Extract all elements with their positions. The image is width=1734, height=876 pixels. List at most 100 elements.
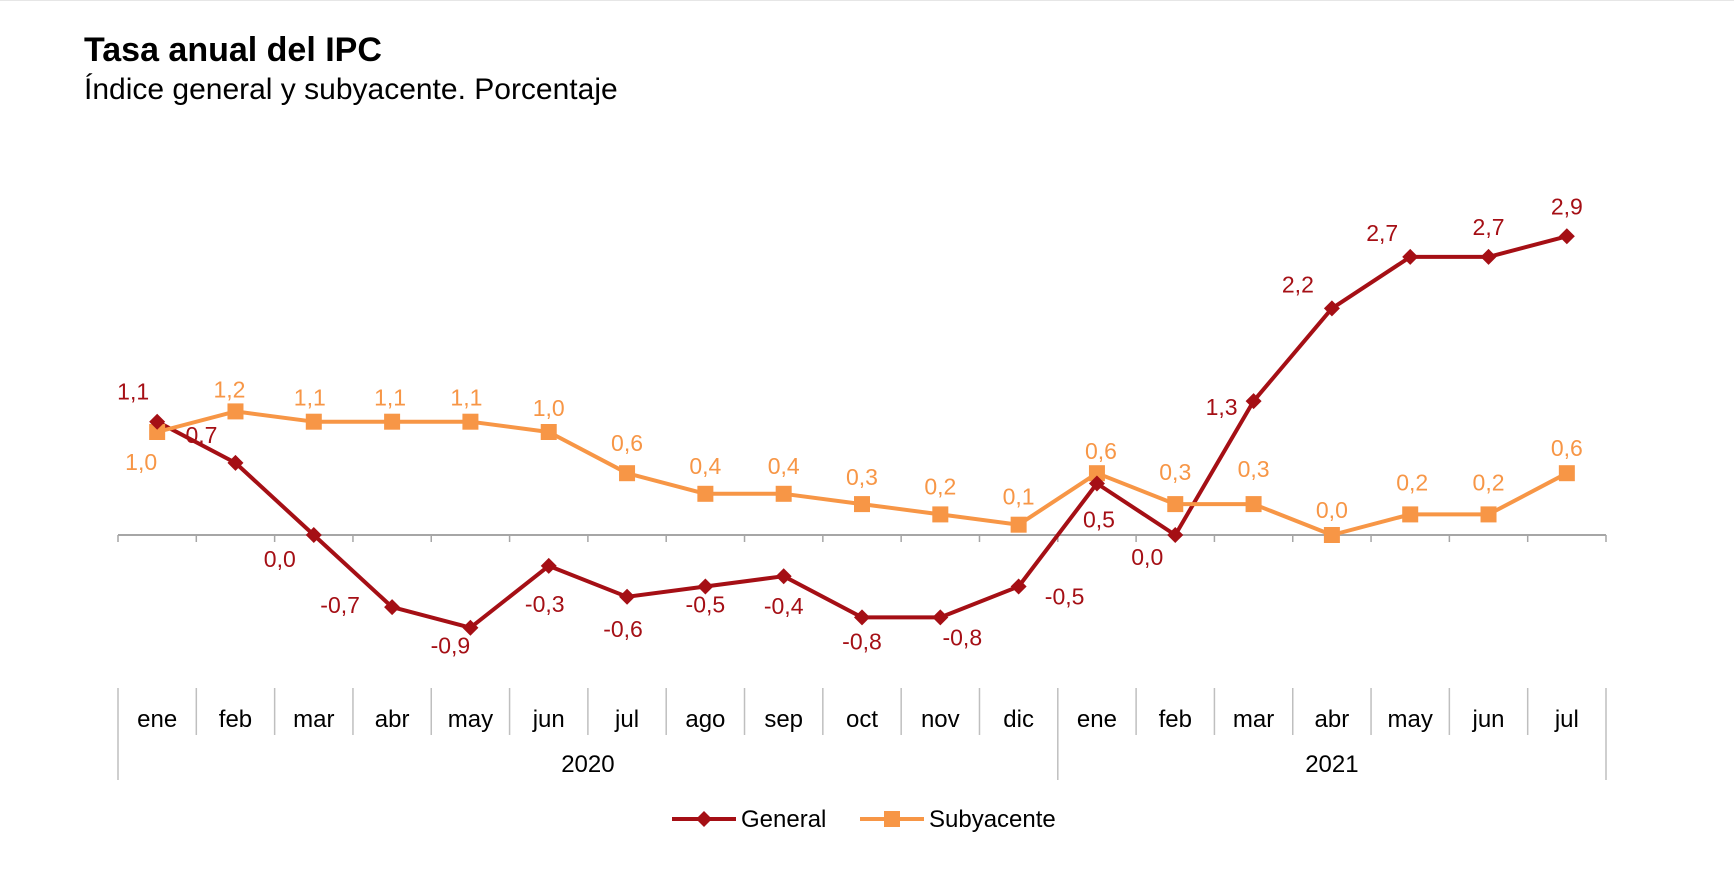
x-tick-label: jul <box>614 706 639 733</box>
subyacente-data-label: 0,0 <box>1316 497 1348 523</box>
subyacente-data-label: 0,2 <box>1473 469 1505 495</box>
legend-subyacente-label: Subyacente <box>929 806 1056 833</box>
top-divider <box>0 0 1734 1</box>
subyacente-data-label: 1,0 <box>533 395 565 421</box>
subyacente-point <box>775 485 792 502</box>
general-data-label: -0,8 <box>842 628 882 654</box>
subyacente-data-label: 0,6 <box>611 430 643 456</box>
general-data-label: -0,7 <box>320 592 360 618</box>
general-point <box>697 578 714 595</box>
general-point <box>1402 248 1419 265</box>
general-point <box>462 619 479 636</box>
chart-subtitle: Índice general y subyacente. Porcentaje <box>84 73 618 106</box>
x-tick-label: may <box>1388 706 1433 733</box>
subyacente-data-label: 1,0 <box>125 449 157 475</box>
general-point <box>1558 228 1575 245</box>
general-point <box>1088 475 1105 492</box>
x-tick-label: sep <box>764 706 803 733</box>
general-data-label: 1,3 <box>1206 394 1238 420</box>
subyacente-data-label: 0,4 <box>689 453 721 479</box>
subyacente-point <box>227 403 244 420</box>
general-point <box>775 568 792 585</box>
subyacente-point <box>697 485 714 502</box>
subyacente-point <box>149 424 166 440</box>
general-data-label: -0,3 <box>525 591 565 617</box>
general-data-label: -0,8 <box>942 624 982 650</box>
general-point <box>1245 393 1262 410</box>
subyacente-point <box>1088 465 1105 482</box>
subyacente-point <box>1323 527 1340 543</box>
subyacente-data-label: 0,2 <box>1396 469 1428 495</box>
x-tick-label: dic <box>1003 706 1034 733</box>
general-data-label: 0,7 <box>185 422 217 448</box>
subyacente-point <box>854 496 870 513</box>
x-tick-label: ago <box>685 706 725 733</box>
subyacente-data-label: 0,6 <box>1085 438 1117 464</box>
x-tick-label: jul <box>1554 706 1579 733</box>
general-point <box>540 557 557 574</box>
general-data-label: 2,7 <box>1473 214 1505 240</box>
subyacente-data-label: 0,6 <box>1551 435 1583 461</box>
x-tick-label: mar <box>1233 706 1274 733</box>
general-data-label: 0,5 <box>1083 507 1115 533</box>
x-tick-label: abr <box>375 706 410 733</box>
general-data-label: -0,5 <box>1045 584 1085 610</box>
subyacente-data-label: 0,1 <box>1003 484 1035 510</box>
legend-general-marker <box>696 811 712 827</box>
legend-subyacente-marker <box>884 811 900 827</box>
x-tick-label: jun <box>532 706 565 733</box>
subyacente-point <box>1167 496 1184 513</box>
general-data-label: 0,0 <box>264 546 296 572</box>
general-point <box>1480 248 1497 265</box>
subyacente-data-label: 0,3 <box>1238 456 1270 482</box>
general-point <box>1323 300 1340 317</box>
x-tick-label: ene <box>137 706 177 733</box>
x-tick-label: abr <box>1315 706 1350 733</box>
general-point <box>932 609 949 626</box>
x-tick-label: nov <box>921 706 960 733</box>
subyacente-point <box>305 413 322 430</box>
general-data-label: -0,4 <box>764 593 804 619</box>
subyacente-data-label: 1,1 <box>374 385 406 411</box>
general-data-label: -0,6 <box>603 616 643 642</box>
subyacente-data-label: 0,2 <box>924 473 956 499</box>
subyacente-point <box>1558 465 1575 482</box>
subyacente-point <box>932 506 949 523</box>
subyacente-data-label: 1,1 <box>450 385 482 411</box>
series-line-general <box>156 234 1568 630</box>
general-point <box>854 609 870 626</box>
x-tick-label: oct <box>846 706 878 733</box>
general-point <box>384 599 401 616</box>
general-point <box>149 413 166 430</box>
legend-general-label: General <box>741 806 826 833</box>
subyacente-point <box>462 413 479 430</box>
subyacente-point <box>1480 506 1497 523</box>
subyacente-point <box>540 424 557 440</box>
x-tick-label: may <box>448 706 493 733</box>
x-tick-label: mar <box>293 706 334 733</box>
general-data-label: 1,1 <box>117 379 149 405</box>
subyacente-data-label: 0,3 <box>1159 459 1191 485</box>
general-point <box>1167 527 1184 543</box>
subyacente-point <box>384 413 401 430</box>
chart-title: Tasa anual del IPC <box>84 31 382 69</box>
subyacente-data-label: 1,2 <box>213 376 245 402</box>
x-tick-label: ene <box>1077 706 1117 733</box>
subyacente-point <box>619 465 636 482</box>
general-point <box>619 588 636 605</box>
general-data-label: -0,9 <box>431 633 471 659</box>
general-data-label: -0,5 <box>686 592 726 618</box>
x-tick-label: feb <box>219 706 252 733</box>
general-data-label: 0,0 <box>1131 544 1163 570</box>
subyacente-data-label: 0,4 <box>768 453 800 479</box>
subyacente-data-label: 1,1 <box>294 385 326 411</box>
year-group-label: 2020 <box>561 751 614 778</box>
x-tick-label: jun <box>1472 706 1505 733</box>
subyacente-data-label: 0,3 <box>846 464 878 490</box>
general-point <box>1010 578 1027 595</box>
subyacente-point <box>1402 506 1419 523</box>
subyacente-point <box>1245 496 1262 513</box>
subyacente-point <box>1010 516 1027 533</box>
general-data-label: 2,9 <box>1551 193 1583 219</box>
